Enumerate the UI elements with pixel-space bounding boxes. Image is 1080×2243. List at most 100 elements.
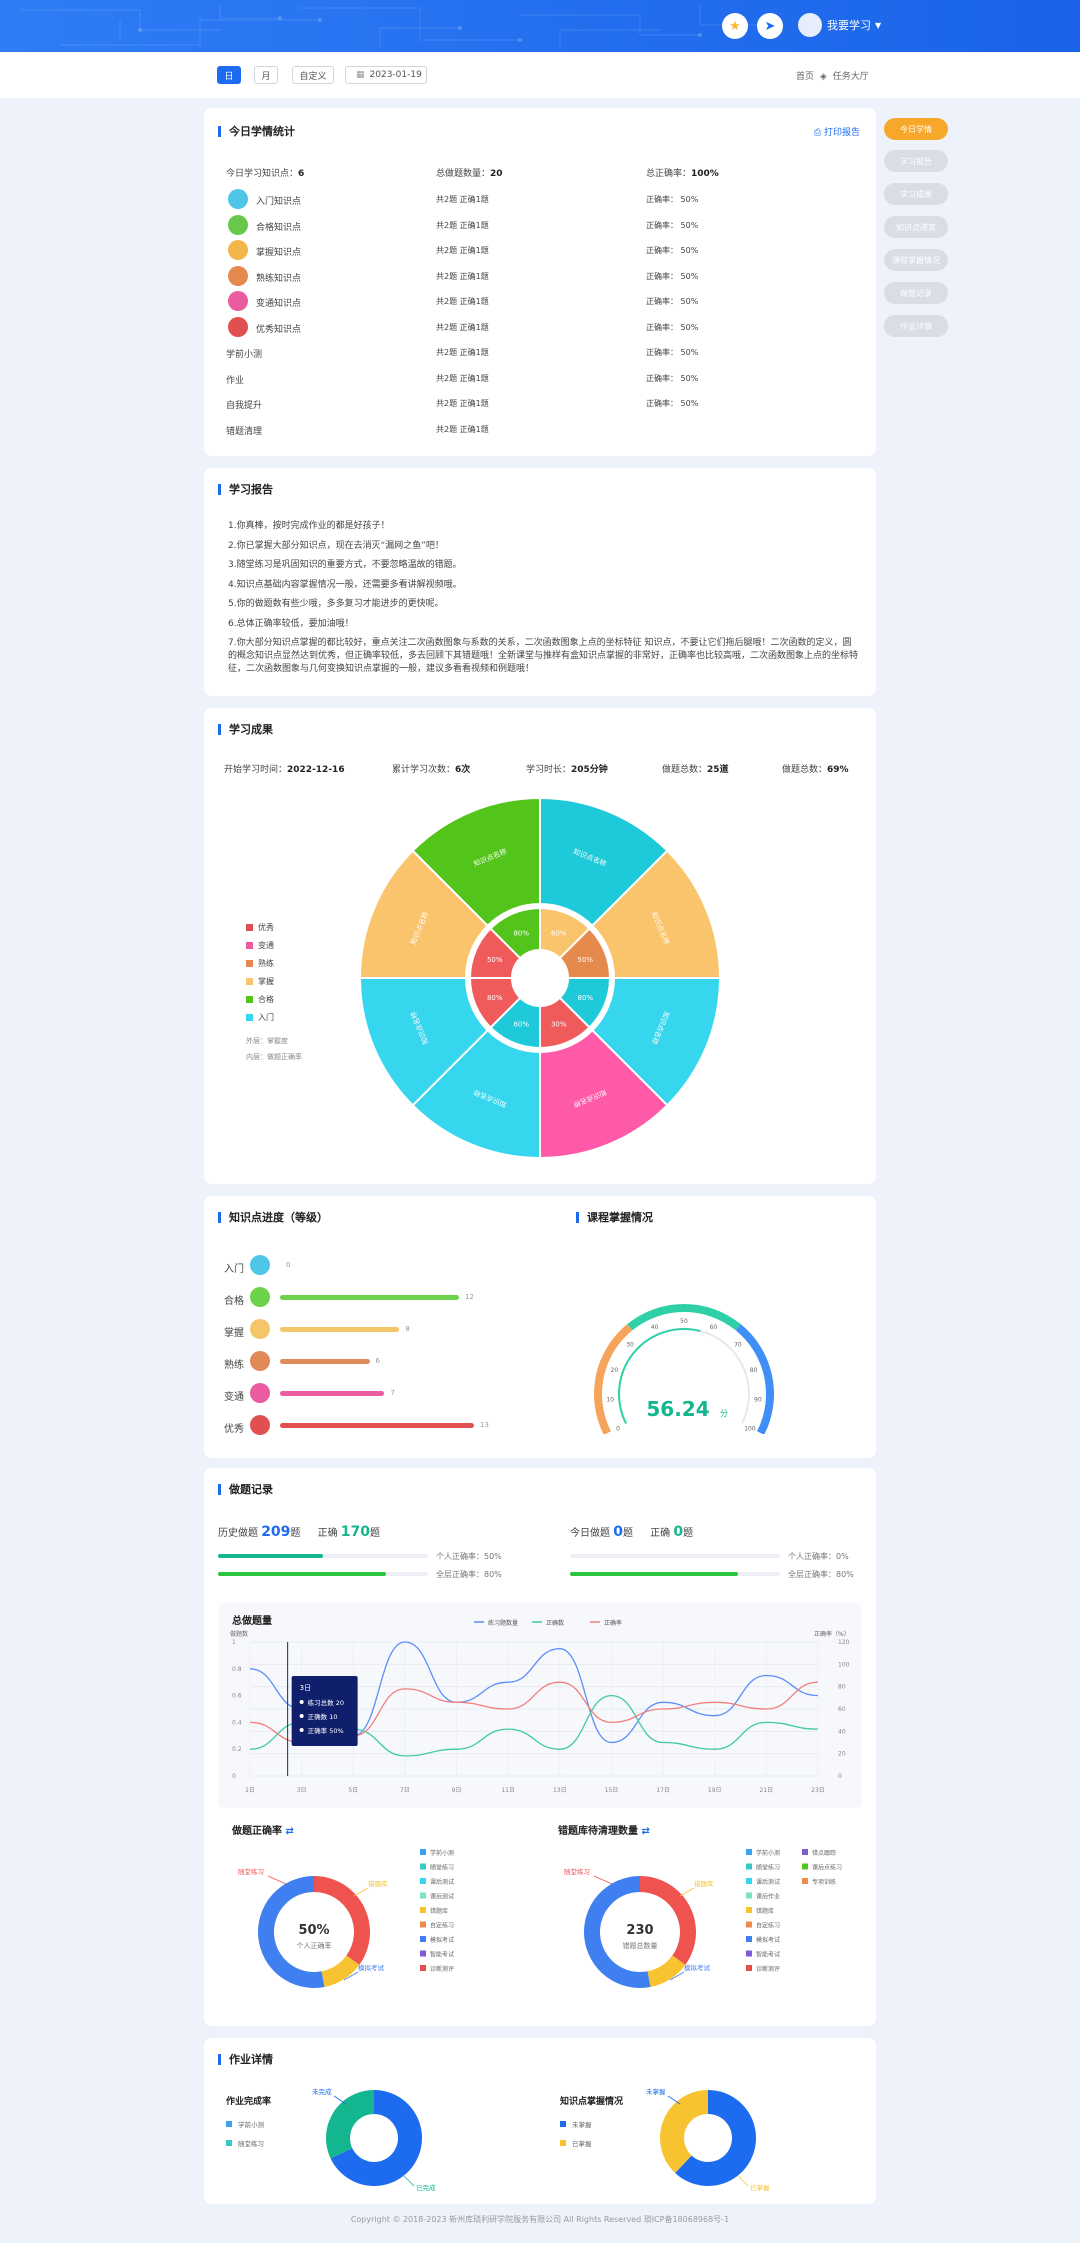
legend-swatch bbox=[420, 1863, 426, 1870]
today-correct-label: 正确 bbox=[650, 1528, 671, 1539]
y-axis-label: 做题数 bbox=[230, 1630, 248, 1638]
history-label: 历史做题 bbox=[218, 1528, 258, 1539]
donut-segment bbox=[584, 1876, 651, 1988]
total-questions-panel: 总做题量 做题数 正确率（%） 练习题数量 正确数 正确率 0 0.2 0.4 0.6 0.8 1 0… bbox=[218, 1602, 862, 1808]
callout-line bbox=[403, 2175, 415, 2187]
row-count: 共2题 正确1题 bbox=[436, 220, 489, 230]
legend-label: 学前小测 bbox=[756, 1849, 780, 1857]
rate-label: 总正确率： bbox=[646, 169, 692, 179]
side-nav-report[interactable]: 学习报告 bbox=[884, 150, 948, 172]
gauge-tick-label: 30 bbox=[626, 1341, 634, 1348]
legend-swatch bbox=[420, 1965, 426, 1971]
total-label: 总做题数量： bbox=[436, 169, 491, 179]
global-rate-text: 全层正确率：80% bbox=[436, 1570, 502, 1579]
legend-item: 变通 bbox=[246, 940, 274, 951]
report-line: 5.你的做题数有些少哦，多多复习才能进步的更快呢。 bbox=[228, 599, 444, 609]
row-count: 共2题 正确1题 bbox=[436, 297, 489, 306]
progress-bar bbox=[280, 1327, 400, 1332]
inner-slice-label: 80% bbox=[577, 994, 593, 1002]
donut-callout: 错题库 bbox=[368, 1879, 388, 1888]
user-menu[interactable]: 我要学习 ▼ bbox=[798, 13, 881, 37]
legend-label: 模拟考试 bbox=[756, 1936, 780, 1944]
legend-label: 随堂练习 bbox=[238, 2139, 264, 2148]
legend-label: 学前小测 bbox=[430, 1849, 454, 1857]
print-report-link[interactable]: ⎙ 打印报告 bbox=[814, 125, 860, 138]
donut-segment bbox=[314, 1876, 370, 1965]
pin-icon: ◈ bbox=[819, 72, 827, 82]
inner-slice-label: 60% bbox=[513, 1020, 529, 1028]
date-picker[interactable]: ▦ 2023-01-19 bbox=[345, 66, 427, 84]
gauge-tick-label: 80 bbox=[750, 1367, 758, 1374]
switch-icon[interactable]: ⇄ bbox=[641, 1826, 650, 1837]
x-tick-label: 19日 bbox=[708, 1787, 722, 1794]
legend-item: 入门 bbox=[246, 1012, 274, 1023]
accuracy-donut-title: 做题正确率 ⇄ bbox=[232, 1822, 294, 1837]
today-label: 今日做题 bbox=[570, 1528, 610, 1539]
tab-month[interactable]: 月 bbox=[254, 66, 278, 84]
date-value: 2023-01-19 bbox=[369, 70, 422, 80]
side-nav-today[interactable]: 今日学情 bbox=[884, 118, 948, 140]
avatar bbox=[798, 13, 822, 37]
side-nav-progress[interactable]: 知识点进度 bbox=[884, 216, 948, 238]
tooltip-item: 练习总数 20 bbox=[308, 1698, 344, 1707]
star-icon[interactable]: ★ bbox=[722, 13, 748, 39]
row-count: 共2题 正确1题 bbox=[436, 322, 489, 332]
side-nav-mastery[interactable]: 课程掌握情况 bbox=[884, 249, 948, 271]
legend-label: 课后点练习 bbox=[812, 1864, 842, 1872]
progress-value: 8 bbox=[405, 1325, 410, 1333]
send-icon[interactable]: ➤ bbox=[757, 13, 783, 39]
legend-swatch bbox=[746, 1907, 752, 1913]
callout-line bbox=[669, 1971, 685, 1981]
legend-swatch bbox=[246, 960, 253, 967]
start-label: 开始学习时间： bbox=[224, 765, 288, 775]
donut-callout: 未掌握 bbox=[646, 2087, 666, 2096]
inner-ring-border bbox=[466, 904, 614, 1052]
top-header: ★ ➤ 我要学习 ▼ bbox=[0, 0, 1080, 52]
question-rate: 做题总数：69% bbox=[782, 762, 849, 775]
legend-label: 专项训练 bbox=[812, 1878, 836, 1886]
today-unit: 题 bbox=[622, 1528, 633, 1539]
cleanup-donut-chart: 230错题总数量随堂练习错题库模拟考试学前小测随堂练习课后测试课后作业错题库自定… bbox=[564, 1849, 842, 1988]
side-nav-homework[interactable]: 作业详情 bbox=[884, 315, 948, 337]
legend-label: 优秀 bbox=[258, 923, 274, 932]
tab-day[interactable]: 日 bbox=[217, 66, 241, 84]
side-nav-records[interactable]: 做题记录 bbox=[884, 282, 948, 304]
report-line: 2.你已掌握大部分知识点，现在去消灭“漏网之鱼”吧！ bbox=[228, 540, 444, 551]
legend-label: 自定练习 bbox=[430, 1922, 454, 1930]
y-tick-label: 0.4 bbox=[232, 1719, 242, 1726]
legend-swatch bbox=[746, 1849, 752, 1855]
legend-label: 掌握 bbox=[258, 977, 274, 986]
legend-label: 错题库 bbox=[756, 1907, 774, 1915]
x-tick-label: 13日 bbox=[553, 1787, 567, 1794]
row-name: 作业 bbox=[226, 375, 245, 386]
donut-segment bbox=[258, 1876, 325, 1988]
legend-item: 优秀 bbox=[246, 922, 274, 933]
legend-swatch bbox=[420, 1907, 426, 1913]
y-tick-label: 1 bbox=[232, 1639, 236, 1646]
switch-icon[interactable]: ⇄ bbox=[285, 1826, 294, 1837]
row-count: 共2题 正确1题 bbox=[436, 195, 489, 204]
row-count: 共2题 正确1题 bbox=[436, 271, 489, 281]
report-title: 学习报告 bbox=[218, 484, 273, 495]
progress-card: 知识点进度（等级） 课程掌握情况 入门 0 合格 12 掌握 8 熟练 6 变通 7 优秀 13 0 1… bbox=[204, 1196, 876, 1458]
tooltip-item: 正确率 50% bbox=[308, 1726, 344, 1735]
times-value: 6次 bbox=[455, 765, 471, 775]
side-nav-achievement[interactable]: 学习成果 bbox=[884, 183, 948, 205]
tab-custom[interactable]: 自定义 bbox=[292, 66, 334, 84]
progress-label: 掌握 bbox=[224, 1328, 244, 1339]
donut-segment bbox=[326, 2090, 374, 2159]
legend-label: 课后作业 bbox=[756, 1893, 780, 1901]
total-stat: 总做题数量：20 bbox=[436, 166, 503, 179]
report-line: 1.你真棒，按时完成作业的都是好孩子！ bbox=[228, 521, 390, 531]
y2-axis-label: 正确率（%） bbox=[814, 1630, 850, 1638]
row-name: 自我提升 bbox=[226, 401, 263, 411]
today-global-text: 全层正确率：80% bbox=[788, 1570, 854, 1579]
legend-swatch bbox=[420, 1892, 426, 1899]
mastery-gauge: 0 10 20 30 40 50 60 70 80 90 100 56.24 分 bbox=[594, 1304, 774, 1434]
knowledge-face-icon bbox=[228, 240, 248, 260]
legend-label: 课后测试 bbox=[430, 1878, 454, 1886]
achievement-card: 学习成果 开始学习时间：2022-12-16 累计学习次数：6次 学习时长：20… bbox=[204, 708, 876, 1184]
callout-line bbox=[593, 1875, 613, 1885]
breadcrumb-home[interactable]: 首页 bbox=[796, 72, 815, 82]
